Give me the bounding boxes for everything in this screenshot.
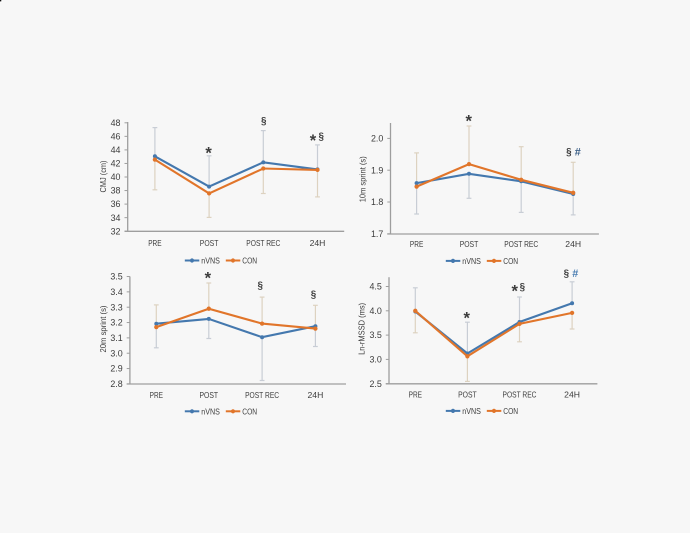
svg-text:PRE: PRE (148, 238, 162, 248)
svg-text:3.3: 3.3 (110, 302, 122, 312)
svg-text:3.5: 3.5 (369, 330, 381, 340)
svg-text:*: * (205, 269, 212, 287)
svg-text:24H: 24H (310, 238, 326, 248)
svg-text:40: 40 (111, 172, 121, 182)
svg-text:*: * (463, 309, 470, 327)
svg-text:#: # (575, 147, 581, 159)
svg-text:CON: CON (242, 256, 257, 266)
svg-text:POST: POST (200, 238, 219, 248)
svg-text:POST REC: POST REC (245, 390, 279, 400)
svg-text:POST: POST (458, 390, 477, 400)
svg-text:48: 48 (111, 118, 121, 128)
svg-text:2.9: 2.9 (110, 364, 122, 374)
svg-text:nVNS: nVNS (462, 256, 481, 266)
svg-text:1.8: 1.8 (371, 197, 383, 207)
svg-text:24H: 24H (308, 390, 324, 400)
svg-text:nVNS: nVNS (201, 406, 220, 416)
svg-text:34: 34 (111, 213, 121, 223)
svg-text:36: 36 (111, 199, 121, 209)
svg-text:CMJ (cm): CMJ (cm) (98, 160, 108, 192)
svg-text:§: § (257, 281, 263, 292)
svg-text:38: 38 (111, 186, 121, 196)
svg-text:POST REC: POST REC (504, 239, 538, 249)
svg-text:CON: CON (242, 406, 257, 416)
svg-text:4.5: 4.5 (369, 282, 381, 292)
svg-text:3.4: 3.4 (110, 287, 122, 297)
svg-text:3.0: 3.0 (110, 348, 122, 358)
svg-text:24H: 24H (565, 239, 581, 249)
svg-text:POST: POST (200, 390, 219, 400)
svg-text:24H: 24H (564, 390, 580, 400)
svg-text:POST REC: POST REC (246, 238, 280, 248)
svg-text:3.5: 3.5 (110, 272, 122, 282)
svg-text:*: * (205, 144, 212, 162)
svg-text:POST: POST (460, 239, 479, 249)
svg-text:3.1: 3.1 (110, 333, 122, 343)
svg-text:CON: CON (503, 256, 518, 266)
svg-text:CON: CON (503, 406, 518, 416)
svg-text:PRE: PRE (409, 390, 423, 400)
svg-text:4.0: 4.0 (369, 306, 381, 316)
svg-text:46: 46 (111, 131, 121, 141)
svg-text:nVNS: nVNS (201, 256, 220, 266)
svg-text:PRE: PRE (150, 390, 164, 400)
svg-text:2.8: 2.8 (110, 379, 122, 389)
svg-text:10m sprint (s): 10m sprint (s) (358, 156, 368, 202)
svg-text:1.7: 1.7 (371, 229, 383, 239)
svg-text:42: 42 (111, 159, 121, 169)
svg-text:§: § (520, 282, 526, 293)
svg-text:*: * (511, 283, 518, 301)
svg-text:2.5: 2.5 (369, 379, 381, 389)
svg-text:1.9: 1.9 (371, 165, 383, 175)
svg-text:3.2: 3.2 (110, 318, 122, 328)
svg-text:Ln-rMSSD (ms): Ln-rMSSD (ms) (357, 303, 367, 355)
svg-text:20m sprint (s): 20m sprint (s) (98, 305, 108, 352)
svg-text:§: § (318, 132, 324, 143)
svg-text:§: § (566, 147, 572, 158)
svg-text:#: # (572, 268, 578, 280)
svg-text:32: 32 (111, 226, 121, 236)
svg-text:nVNS: nVNS (462, 406, 481, 416)
svg-text:2.0: 2.0 (371, 134, 383, 144)
svg-text:§: § (311, 290, 317, 301)
svg-text:POST REC: POST REC (503, 390, 537, 400)
svg-text:§: § (564, 268, 570, 279)
svg-text:*: * (310, 132, 317, 150)
svg-text:*: * (465, 113, 472, 131)
svg-text:§: § (261, 116, 267, 127)
svg-text:3.0: 3.0 (369, 355, 381, 365)
svg-text:44: 44 (111, 145, 121, 155)
svg-text:PRE: PRE (410, 239, 424, 249)
